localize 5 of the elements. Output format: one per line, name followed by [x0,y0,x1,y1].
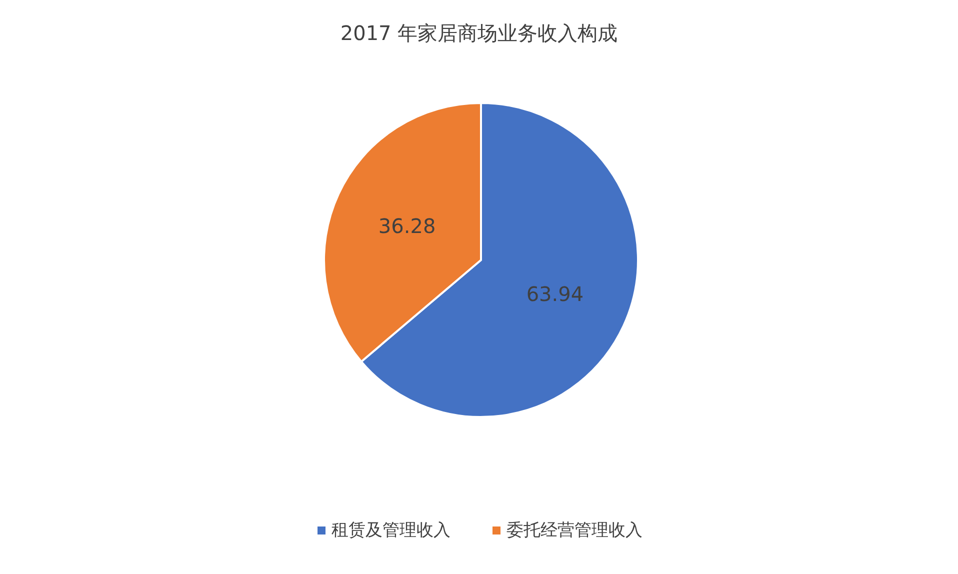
chart-title: 2017 年家居商场业务收入构成 [340,21,618,45]
legend-label: 租赁及管理收入 [332,520,450,540]
legend-label: 委托经营管理收入 [506,520,642,540]
data-label: 36.28 [378,214,436,238]
data-label: 63.94 [526,282,584,306]
